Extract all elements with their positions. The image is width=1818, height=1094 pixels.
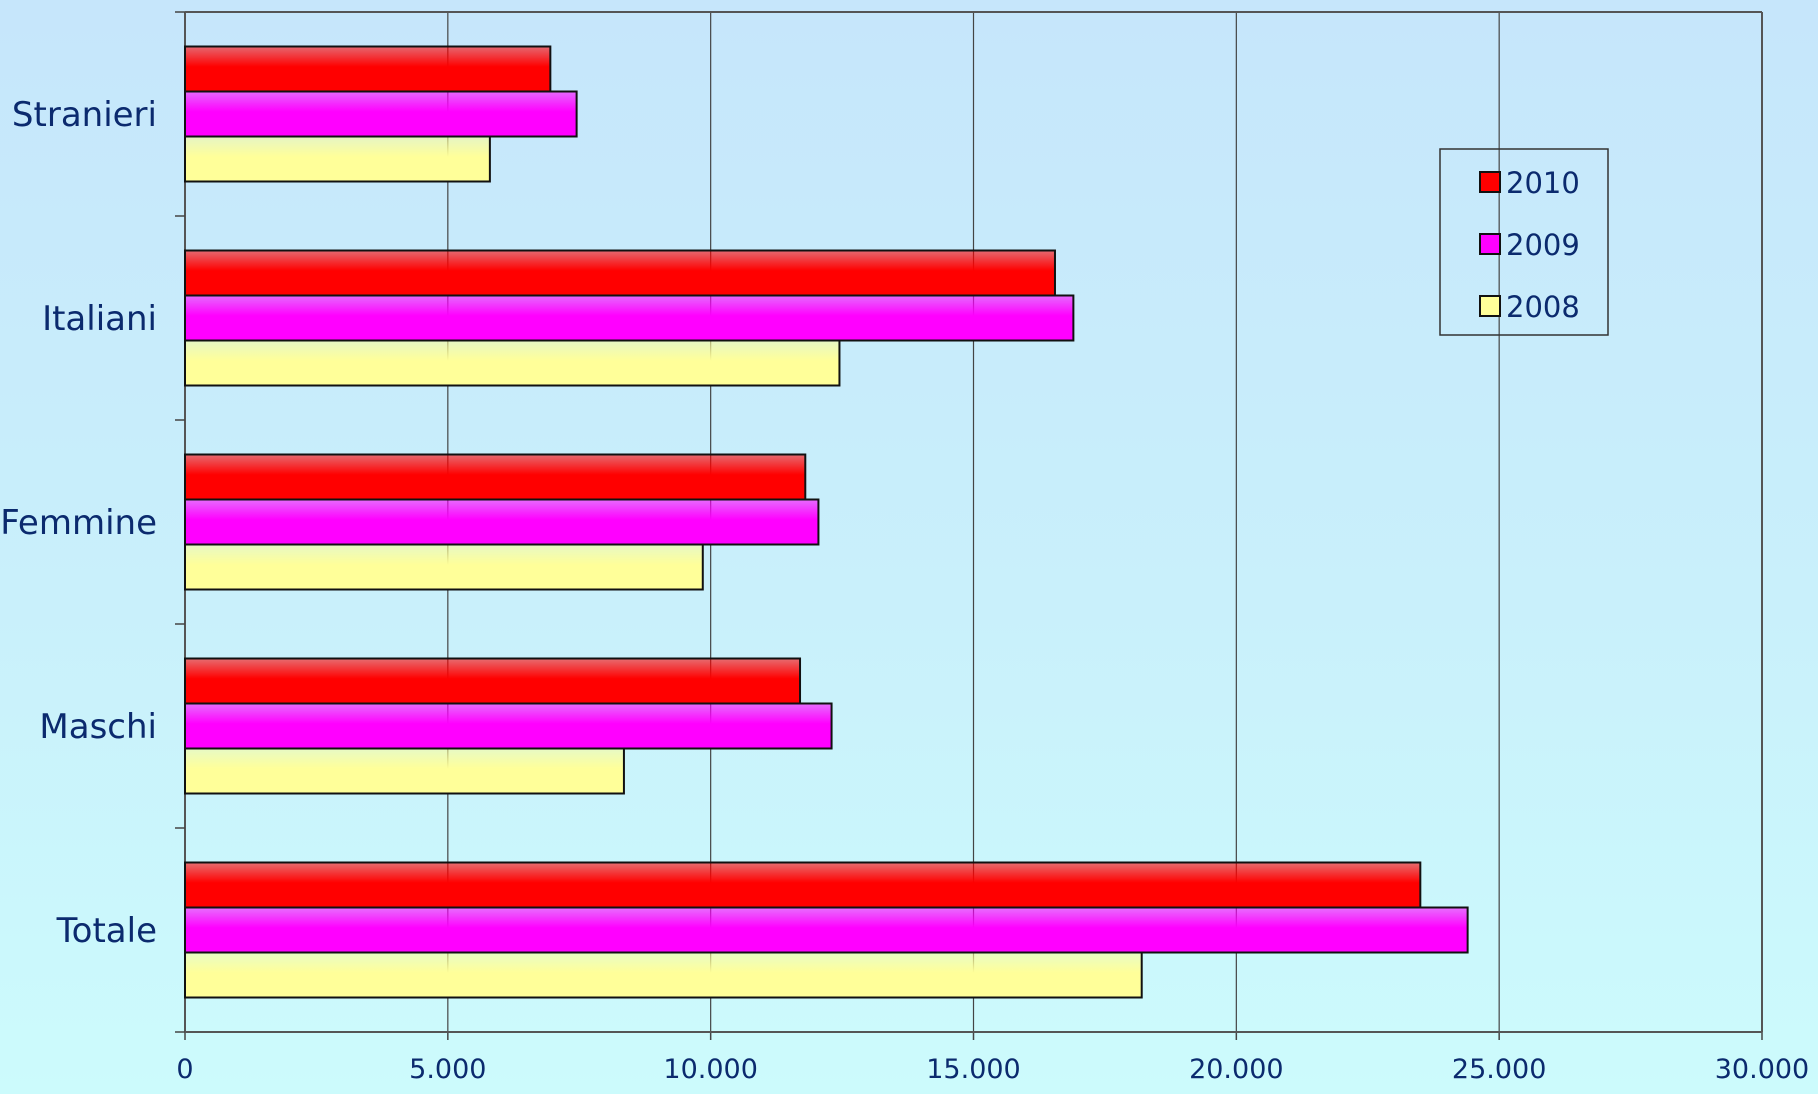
x-tick-label: 20.000	[1189, 1054, 1283, 1085]
category-label: Totale	[56, 911, 157, 951]
bar-femmine-2010	[184, 453, 807, 501]
category-label: Maschi	[39, 707, 157, 747]
bar-femmine-2008	[184, 543, 704, 591]
bar-maschi-2009	[184, 702, 833, 750]
legend-box	[1439, 148, 1609, 336]
bar-maschi-2010	[184, 657, 802, 705]
bar-stranieri-2010	[184, 45, 552, 93]
bar-stranieri-2009	[184, 90, 578, 138]
bar-totale-2010	[184, 861, 1422, 909]
legend-label: 2010	[1506, 166, 1580, 200]
x-tick-label: 25.000	[1452, 1054, 1546, 1085]
bar-italiani-2008	[184, 339, 841, 387]
x-tick-label: 0	[176, 1054, 193, 1085]
bar-totale-2009	[184, 906, 1469, 954]
legend-swatch-2009	[1479, 233, 1501, 255]
category-label: Femmine	[0, 503, 157, 543]
bars	[184, 45, 1469, 999]
category-label: Stranieri	[12, 95, 157, 135]
bar-italiani-2010	[184, 249, 1056, 297]
bar-femmine-2009	[184, 498, 820, 546]
bar-italiani-2009	[184, 294, 1075, 342]
x-tick-label: 10.000	[663, 1054, 757, 1085]
category-label: Italiani	[42, 299, 157, 339]
bar-totale-2008	[184, 951, 1143, 999]
legend-label: 2009	[1506, 228, 1580, 262]
x-tick-label: 5.000	[409, 1054, 486, 1085]
legend-swatch-2010	[1479, 171, 1501, 193]
x-tick-label: 30.000	[1715, 1054, 1809, 1085]
x-tick-labels: 0 5.000 10.000 15.000 20.000 25.000 30.000	[176, 1054, 1809, 1085]
bar-maschi-2008	[184, 747, 625, 795]
bar-stranieri-2008	[184, 135, 491, 183]
legend-label: 2008	[1506, 290, 1580, 324]
legend: 2010 2009 2008	[1439, 148, 1609, 336]
legend-swatch-2008	[1479, 295, 1501, 317]
x-tick-label: 15.000	[926, 1054, 1020, 1085]
category-labels: Totale Maschi Femmine Italiani Stranieri	[0, 95, 157, 951]
